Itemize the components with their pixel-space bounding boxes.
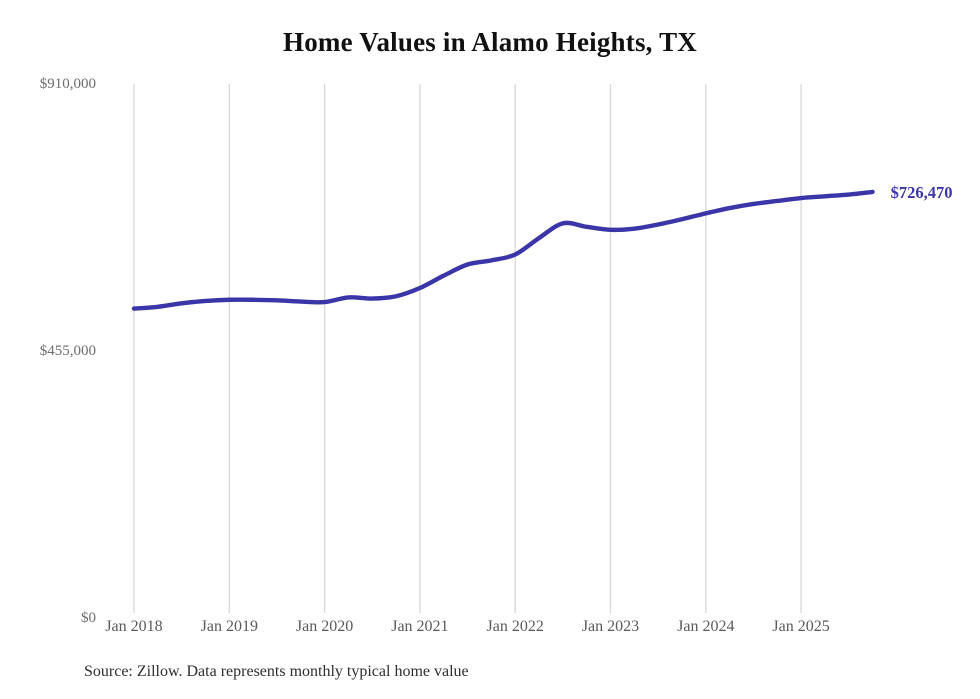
end-value-annotation: $726,470 [890, 182, 953, 202]
source-note: Source: Zillow. Data represents monthly … [84, 663, 469, 680]
y-axis-tick-mid: $455,000 [39, 343, 96, 359]
x-axis-tick-label: Jan 2021 [391, 618, 449, 635]
x-axis-tick-label: Jan 2019 [200, 618, 258, 635]
y-axis-tick-top: $910,000 [39, 76, 96, 92]
chart-title: Home Values in Alamo Heights, TX [283, 27, 697, 57]
y-axis-tick-bottom: $0 [81, 610, 96, 626]
series-line-path [131, 189, 875, 311]
gridlines-group [133, 84, 802, 613]
x-axis-tick-label: Jan 2018 [105, 618, 163, 635]
x-axis-tick-label: Jan 2025 [772, 618, 830, 635]
x-axis-tick-label: Jan 2023 [581, 618, 640, 635]
x-axis-tick-label: Jan 2022 [486, 618, 544, 635]
x-axis-tick-label: Jan 2020 [295, 618, 354, 635]
x-axis-tick-label: Jan 2024 [677, 618, 735, 635]
